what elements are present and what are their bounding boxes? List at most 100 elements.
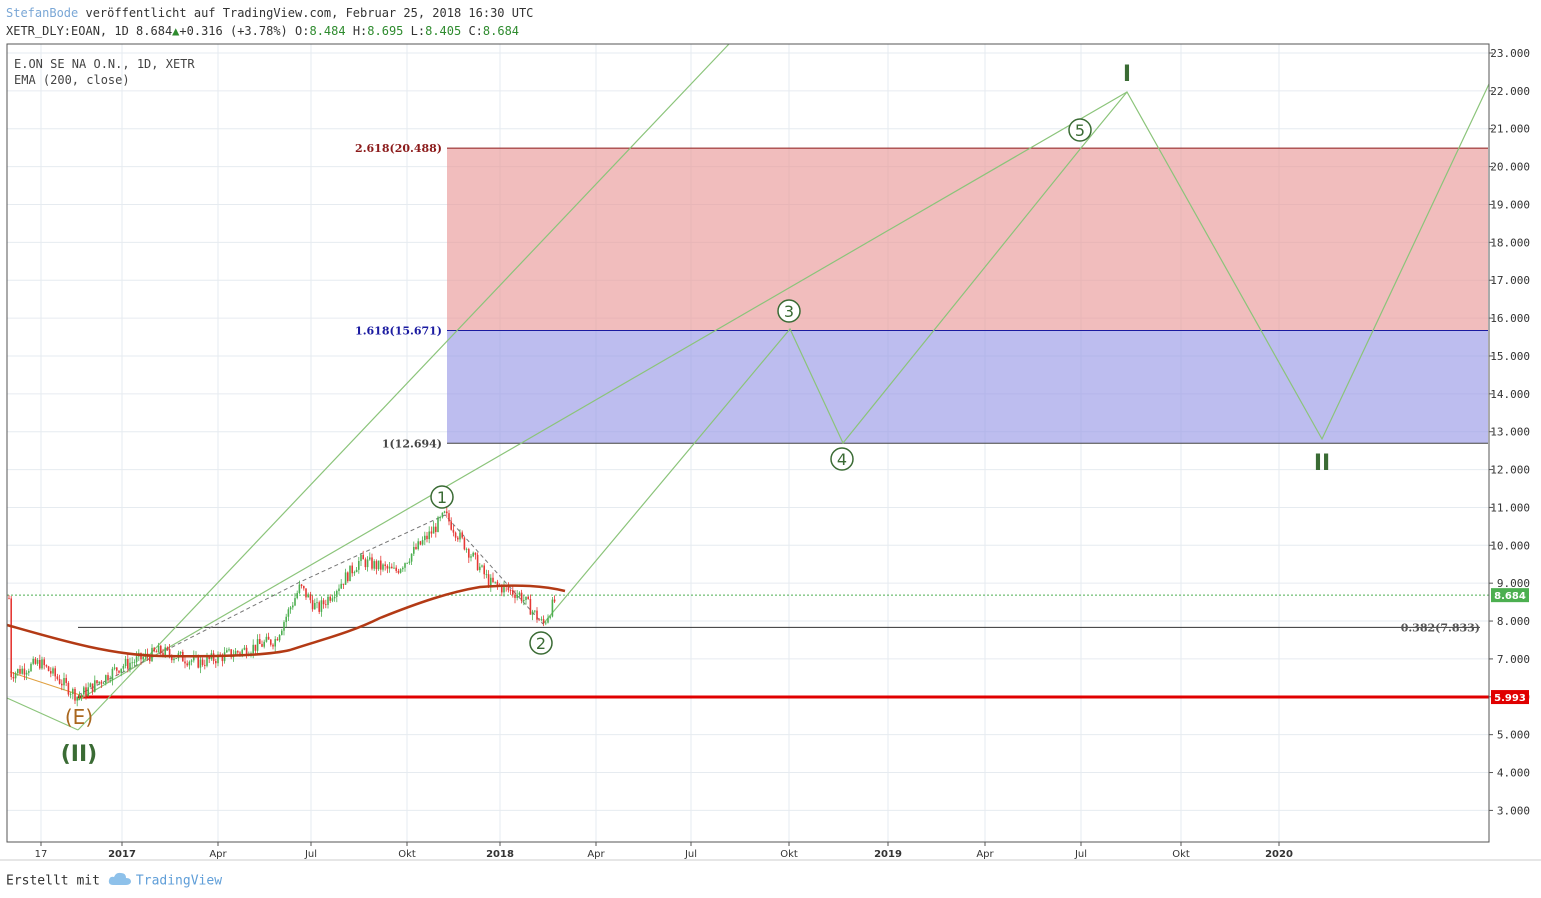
close-label: C: bbox=[468, 24, 483, 38]
candle-body bbox=[472, 552, 474, 557]
x-tick-label: 2017 bbox=[108, 849, 136, 860]
candle-body bbox=[512, 590, 514, 595]
candle-body bbox=[292, 605, 294, 608]
candle-body bbox=[540, 619, 543, 620]
candle-body bbox=[160, 645, 162, 654]
open-value: 8.484 bbox=[309, 24, 346, 38]
candle-body bbox=[342, 583, 345, 585]
candle-body bbox=[463, 537, 466, 550]
candle-body bbox=[410, 553, 413, 562]
y-tick-label: 7.000 bbox=[1497, 653, 1530, 666]
y-tick-label: 5.000 bbox=[1497, 729, 1530, 742]
candle-body bbox=[479, 566, 481, 571]
price-axis: 23.000 22.000 21.000 20.000 19.000 18.000 17.0… bbox=[1488, 44, 1530, 842]
y-tick-label: 12.000 bbox=[1490, 464, 1530, 477]
candle-body bbox=[41, 659, 43, 669]
candle-body bbox=[14, 673, 17, 679]
candle-body bbox=[25, 672, 28, 675]
candle-body bbox=[465, 549, 468, 550]
x-tick-label: Apr bbox=[209, 849, 227, 860]
candle-body bbox=[501, 585, 503, 593]
candle-body bbox=[397, 570, 400, 573]
y-tick-label: 13.000 bbox=[1490, 426, 1530, 439]
last-price-label: 8.684 bbox=[1494, 591, 1526, 602]
candle-body bbox=[201, 659, 204, 665]
fib-zone-red bbox=[447, 148, 1488, 331]
candle-body bbox=[311, 600, 314, 610]
candle-body bbox=[437, 517, 439, 532]
candle-body bbox=[118, 670, 120, 673]
wave-label-3: 3 bbox=[784, 302, 794, 321]
legend-indicator: EMA (200, close) bbox=[14, 73, 130, 87]
candle-body bbox=[545, 622, 547, 624]
candle-body bbox=[542, 619, 545, 624]
candle-body bbox=[547, 617, 549, 623]
candle-body bbox=[487, 574, 490, 587]
candle-body bbox=[149, 656, 151, 662]
candle-body bbox=[415, 546, 417, 550]
chart-header-line1: StefanBode veröffentlicht auf TradingVie… bbox=[6, 6, 533, 20]
x-tick-label: 2020 bbox=[1265, 849, 1293, 860]
symbol-line: XETR_DLY:EOAN, 1D 8.684 bbox=[6, 24, 173, 38]
wave-label-i: I bbox=[1123, 62, 1131, 87]
candle-body bbox=[259, 639, 261, 644]
candle-body bbox=[413, 546, 415, 554]
candle-body bbox=[131, 662, 133, 664]
candle-body bbox=[399, 569, 402, 573]
chart-legend: E.ON SE NA O.N., 1D, XETR EMA (200, close… bbox=[14, 56, 195, 88]
y-tick-label: 15.000 bbox=[1490, 350, 1530, 363]
candle-body bbox=[347, 572, 349, 582]
candle-body bbox=[265, 636, 268, 642]
candle-body bbox=[454, 532, 457, 538]
candle-body bbox=[538, 619, 540, 621]
candle-body bbox=[435, 526, 437, 532]
candle-body bbox=[85, 687, 87, 696]
candle-body bbox=[241, 649, 243, 654]
candle-body bbox=[21, 668, 23, 674]
support-price-tag bbox=[1491, 690, 1529, 705]
candle-body bbox=[549, 616, 551, 618]
candlesticks bbox=[8, 506, 556, 707]
candle-body bbox=[393, 567, 395, 569]
candle-body bbox=[417, 541, 419, 550]
candle-body bbox=[230, 649, 232, 658]
candle-body bbox=[23, 668, 26, 675]
candle-body bbox=[215, 661, 217, 664]
candle-body bbox=[320, 600, 323, 612]
candle-body bbox=[256, 639, 259, 651]
candle-body bbox=[485, 574, 488, 576]
candle-body bbox=[107, 675, 109, 681]
candle-body bbox=[373, 561, 375, 569]
candle-body bbox=[76, 696, 78, 701]
footer: Erstellt mit TradingView bbox=[6, 872, 222, 890]
y-tick-label: 17.000 bbox=[1490, 274, 1530, 287]
author-name[interactable]: StefanBode bbox=[6, 6, 79, 20]
candle-body bbox=[221, 655, 224, 662]
candle-body bbox=[428, 531, 430, 540]
fib-level-label: 1.618(15.671) bbox=[355, 325, 442, 338]
candle-body bbox=[56, 676, 59, 679]
candle-body bbox=[109, 680, 111, 681]
y-tick-label: 3.000 bbox=[1497, 804, 1530, 817]
candle-body bbox=[30, 663, 32, 672]
candle-body bbox=[404, 563, 406, 568]
candle-body bbox=[261, 643, 263, 647]
x-tick-label: 17 bbox=[35, 849, 48, 860]
published-text: veröffentlicht auf TradingView.com, Febr… bbox=[85, 6, 534, 20]
candle-body bbox=[518, 592, 521, 595]
candle-body bbox=[89, 683, 92, 688]
tradingview-brand[interactable]: TradingView bbox=[135, 873, 223, 889]
candle-body bbox=[252, 644, 254, 654]
candle-body bbox=[303, 585, 305, 589]
candle-body bbox=[553, 599, 556, 602]
candle-body bbox=[162, 653, 164, 656]
candle-body bbox=[452, 529, 455, 533]
legend-title: E.ON SE NA O.N., 1D, XETR bbox=[14, 57, 195, 71]
candle-body bbox=[239, 652, 241, 654]
candle-body bbox=[226, 650, 228, 653]
wave-label-ii: II bbox=[1314, 451, 1330, 476]
plot-frame bbox=[6, 43, 1490, 843]
candle-body bbox=[430, 531, 433, 534]
